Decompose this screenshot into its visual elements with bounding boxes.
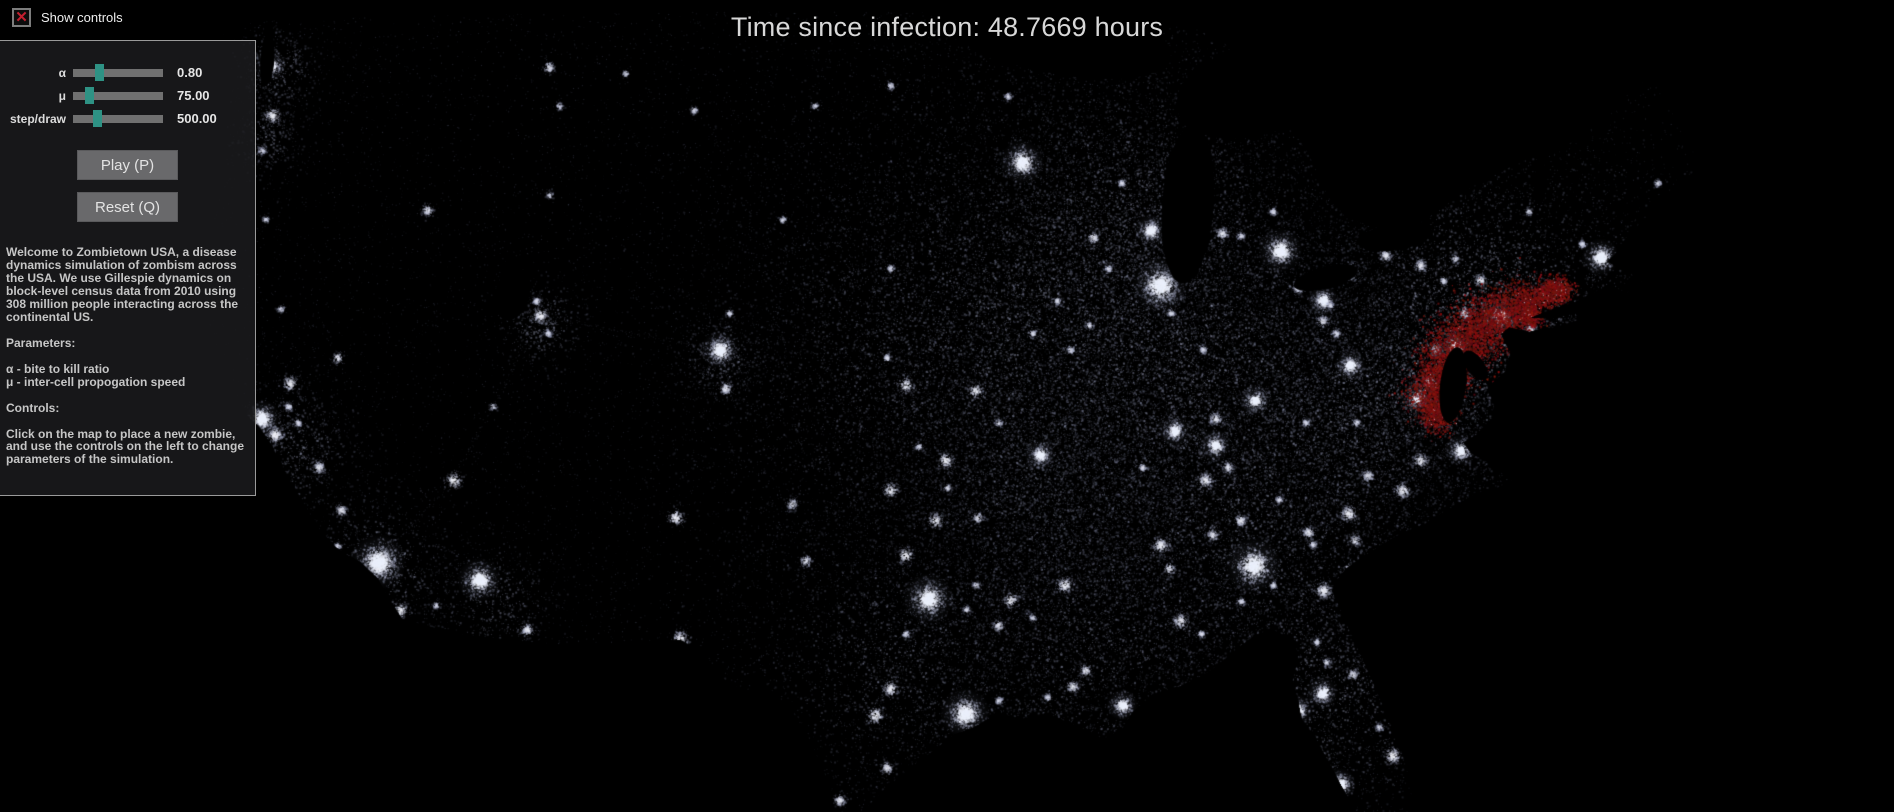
controls-heading: Controls: bbox=[6, 400, 60, 415]
slider-handle-step-draw[interactable] bbox=[93, 109, 102, 127]
reset-button[interactable]: Reset (Q) bbox=[77, 192, 178, 222]
time-since-infection-title: Time since infection: 48.7669 hours bbox=[730, 12, 1164, 42]
welcome-text: Welcome to Zombietown USA, a disease dyn… bbox=[6, 245, 239, 324]
slider-value-alpha: 0.80 bbox=[177, 65, 203, 80]
slider-track-step-draw[interactable] bbox=[73, 109, 163, 127]
slider-label-mu: μ bbox=[58, 88, 66, 103]
show-controls-row: ✕ Show controls bbox=[12, 8, 123, 27]
parameters-heading: Parameters: bbox=[6, 335, 76, 350]
slider-value-mu: 75.00 bbox=[177, 88, 210, 103]
slider-row-alpha: α 0.80 bbox=[6, 61, 249, 84]
instructions-text: Click on the map to place a new zombie, … bbox=[6, 426, 245, 467]
control-panel: α 0.80 μ 75.00 step/draw 500.00 Play (P)… bbox=[0, 40, 256, 496]
checkbox-x-icon: ✕ bbox=[15, 9, 28, 26]
play-button[interactable]: Play (P) bbox=[77, 150, 178, 180]
show-controls-checkbox[interactable]: ✕ bbox=[12, 8, 31, 27]
param-mu-text: μ - inter-cell propogation speed bbox=[6, 374, 186, 389]
panel-description: Welcome to Zombietown USA, a disease dyn… bbox=[6, 246, 249, 466]
slider-value-step-draw: 500.00 bbox=[177, 111, 217, 126]
slider-label-alpha: α bbox=[58, 65, 66, 80]
slider-handle-alpha[interactable] bbox=[95, 63, 104, 81]
show-controls-label[interactable]: Show controls bbox=[41, 10, 123, 25]
param-alpha-text: α - bite to kill ratio bbox=[6, 361, 110, 376]
slider-row-step-draw: step/draw 500.00 bbox=[6, 107, 249, 130]
slider-track-alpha[interactable] bbox=[73, 63, 163, 81]
slider-handle-mu[interactable] bbox=[85, 86, 94, 104]
slider-row-mu: μ 75.00 bbox=[6, 84, 249, 107]
slider-track-mu[interactable] bbox=[73, 86, 163, 104]
slider-label-step-draw: step/draw bbox=[9, 111, 66, 126]
